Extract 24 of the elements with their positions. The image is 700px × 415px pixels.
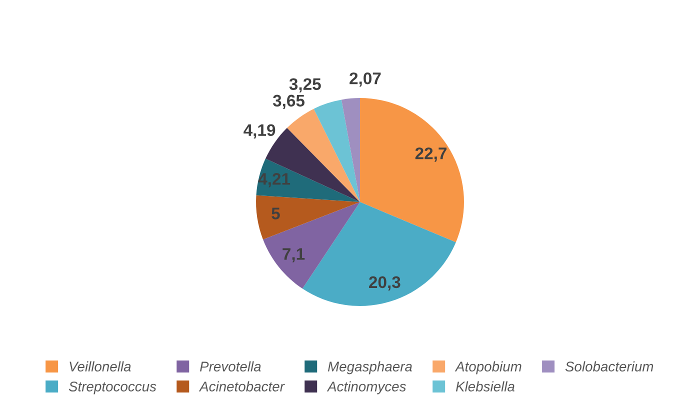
data-label: 22,7 <box>415 147 447 162</box>
data-label: 4,19 <box>244 124 276 138</box>
pie-slice <box>360 98 464 242</box>
data-label: 4,21 <box>258 173 290 188</box>
pie-slice <box>256 195 360 240</box>
data-label: 2,07 <box>350 72 381 87</box>
data-label: 3,65 <box>272 94 305 109</box>
legend-label: Prevotella <box>200 361 261 372</box>
legend-label: Megasphaera <box>328 361 412 374</box>
data-label: 20,3 <box>369 276 400 291</box>
data-label: 5 <box>272 208 280 220</box>
legend-label: Acinetobacter <box>198 381 285 392</box>
legend-label: Veillonella <box>70 361 131 372</box>
data-label: 3,25 <box>289 78 321 92</box>
pie-slice <box>263 202 360 289</box>
pie-slice <box>341 98 360 202</box>
pie-slice <box>314 100 360 202</box>
legend-label: Streptococcus <box>68 382 156 394</box>
legend-label: Solobacterium <box>565 361 654 372</box>
legend-label: Actinomyces <box>326 381 406 394</box>
data-label: 7,1 <box>282 248 305 262</box>
legend-label: Atopobium <box>454 361 522 374</box>
legend-label: Klebsiella <box>456 381 514 392</box>
pie-slice <box>256 158 360 202</box>
